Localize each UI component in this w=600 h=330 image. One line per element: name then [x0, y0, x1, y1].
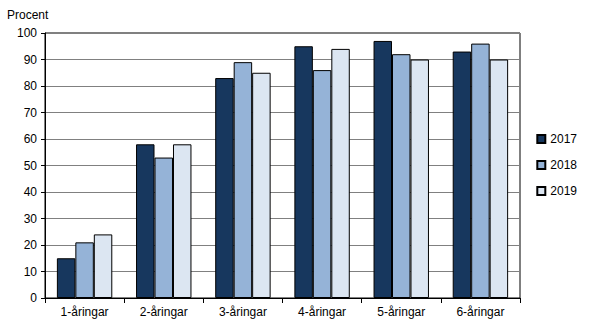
svg-text:4-åringar: 4-åringar: [298, 305, 346, 319]
svg-text:3-åringar: 3-åringar: [219, 305, 267, 319]
svg-text:80: 80: [24, 79, 38, 93]
svg-text:10: 10: [24, 265, 38, 279]
svg-text:50: 50: [24, 159, 38, 173]
svg-text:60: 60: [24, 132, 38, 146]
svg-text:2018: 2018: [550, 158, 577, 172]
svg-text:5-åringar: 5-åringar: [377, 305, 425, 319]
svg-text:1-åringar: 1-åringar: [61, 305, 109, 319]
svg-text:40: 40: [24, 185, 38, 199]
svg-text:2019: 2019: [550, 184, 577, 198]
svg-text:0: 0: [30, 291, 37, 305]
svg-text:2-åringar: 2-åringar: [140, 305, 188, 319]
svg-text:6-åringar: 6-åringar: [456, 305, 504, 319]
svg-text:90: 90: [24, 53, 38, 67]
svg-text:Procent: Procent: [7, 8, 49, 22]
svg-text:30: 30: [24, 212, 38, 226]
svg-text:100: 100: [17, 26, 37, 40]
svg-text:70: 70: [24, 106, 38, 120]
svg-text:2017: 2017: [550, 132, 577, 146]
svg-text:20: 20: [24, 238, 38, 252]
